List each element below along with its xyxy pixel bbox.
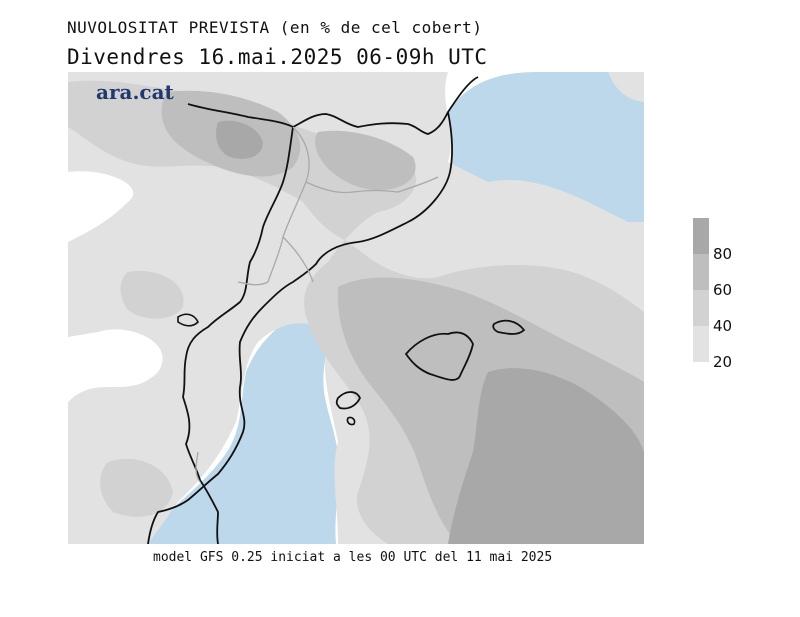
ara-cat-logo: ara.cat	[96, 80, 174, 104]
forecast-date-label: Divendres 16.mai.2025 06-09h UTC	[67, 45, 488, 69]
legend-tick-60: 60	[713, 281, 733, 299]
color-legend: 80 60 40 20	[693, 218, 732, 371]
legend-tick-20: 20	[713, 353, 733, 371]
island-menorca	[492, 319, 526, 335]
cloud-cover-map	[68, 72, 644, 544]
island-mallorca	[404, 331, 474, 381]
border-west	[182, 126, 294, 544]
coastline	[147, 76, 479, 544]
internal-border	[195, 126, 439, 483]
legend-band-20-40	[693, 326, 709, 362]
legend-tick-40: 40	[713, 317, 733, 335]
island-formentera	[346, 416, 356, 426]
map-title: NUVOLOSITAT PREVISTA (en % de cel cobert…	[67, 18, 483, 37]
island-eivissa	[335, 391, 362, 410]
model-info-footer: model GFS 0.25 iniciat a les 00 UTC del …	[153, 550, 553, 565]
cloud-layer-80	[216, 120, 644, 544]
legend-tick-80: 80	[713, 245, 733, 263]
legend-band-40-60	[693, 290, 709, 326]
legend-band-80-100	[693, 218, 709, 254]
legend-band-60-80	[693, 254, 709, 290]
border-west-inlet	[177, 313, 199, 327]
